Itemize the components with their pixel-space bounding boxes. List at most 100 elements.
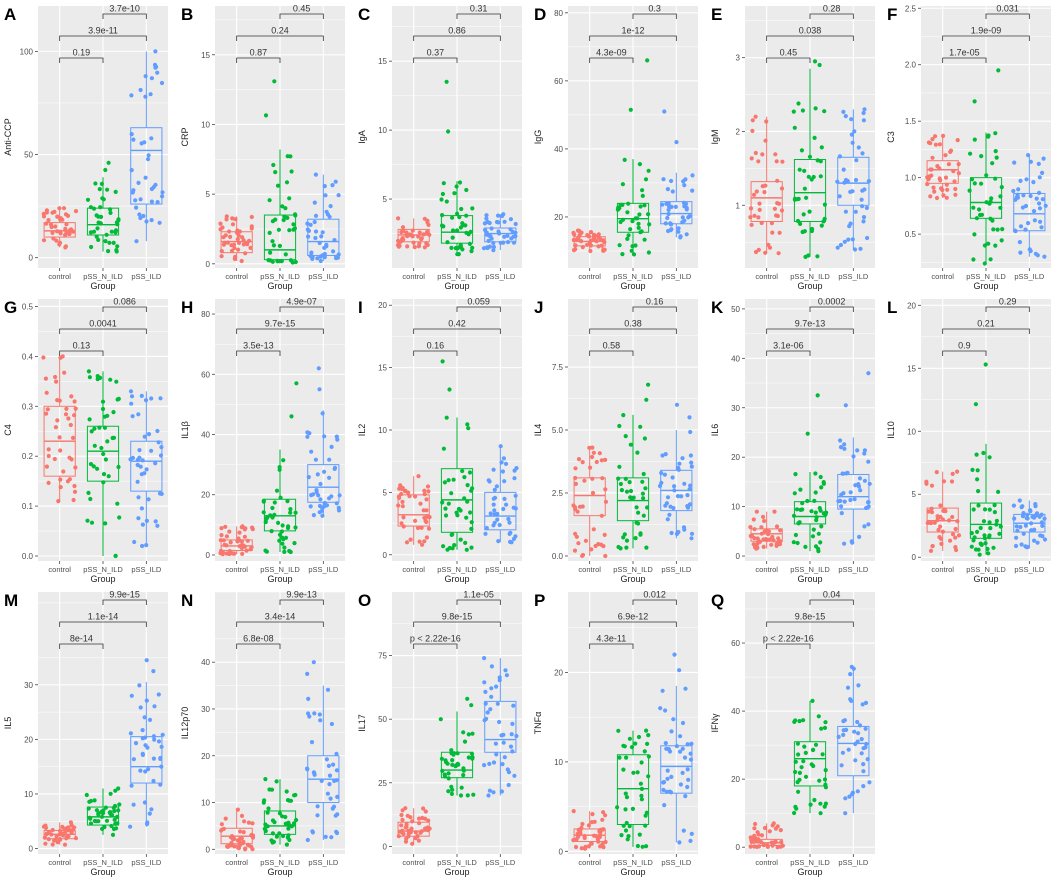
data-point — [140, 522, 145, 527]
data-point — [99, 445, 104, 451]
y-tick-label: 1 — [736, 201, 741, 210]
data-point — [63, 226, 68, 231]
y-tick-label: 20 — [731, 775, 740, 784]
data-point — [580, 821, 585, 827]
data-point — [48, 222, 54, 227]
x-tick-label: control — [402, 565, 425, 574]
data-point — [818, 174, 823, 179]
x-tick-label: control — [578, 858, 601, 867]
data-point — [860, 151, 865, 156]
data-point — [319, 778, 324, 784]
data-point — [334, 434, 339, 439]
data-point — [446, 789, 451, 794]
data-point — [861, 769, 866, 774]
data-point — [1014, 524, 1019, 529]
data-point — [767, 537, 772, 542]
y-tick-label: 30 — [201, 705, 210, 714]
x-tick-label: control — [755, 272, 778, 281]
panel-letter: E — [711, 5, 722, 24]
data-point — [463, 223, 468, 228]
x-tick-label: pSS_ILD — [838, 565, 869, 574]
box-pSS_ILD — [837, 473, 870, 510]
data-point — [129, 394, 135, 399]
data-point — [616, 544, 621, 550]
significance-bracket — [632, 306, 677, 312]
data-point — [237, 530, 242, 535]
data-point — [689, 531, 695, 536]
data-point — [976, 489, 981, 494]
data-point — [846, 747, 851, 752]
data-point — [679, 494, 684, 499]
data-point — [838, 498, 843, 503]
data-point — [930, 155, 935, 160]
data-point — [285, 525, 291, 531]
data-point — [313, 213, 319, 218]
y-tick-label: 40 — [731, 354, 740, 363]
data-point — [293, 792, 298, 798]
data-point — [763, 183, 768, 188]
data-point — [766, 529, 772, 534]
data-point — [596, 244, 601, 249]
data-point — [665, 495, 671, 500]
data-point — [497, 678, 502, 683]
data-point — [640, 193, 645, 198]
data-point — [1012, 160, 1017, 165]
data-point — [116, 786, 121, 791]
data-point — [46, 447, 51, 452]
data-point — [129, 168, 134, 173]
data-point — [452, 191, 457, 196]
data-point — [590, 812, 595, 817]
data-point — [661, 780, 667, 785]
data-point — [399, 230, 404, 235]
y-tick-label: 40 — [731, 707, 740, 716]
data-point — [576, 457, 582, 462]
data-point — [690, 173, 695, 178]
x-tick-label: pSS_ILD — [838, 272, 869, 281]
p-value-label: 1.1e-05 — [463, 590, 494, 600]
data-point — [272, 79, 277, 84]
x-tick-label: pSS_ILD — [131, 565, 162, 574]
data-point — [305, 434, 310, 439]
y-tick-label: 0 — [912, 553, 917, 562]
data-point — [305, 430, 310, 435]
data-point — [793, 769, 798, 775]
data-point — [638, 204, 643, 209]
data-point — [808, 802, 813, 807]
y-tick-label: 60 — [201, 370, 210, 379]
data-point — [142, 434, 147, 439]
data-point — [271, 243, 276, 248]
panel-letter: P — [534, 591, 545, 610]
x-tick-label: pSS_ILD — [485, 858, 516, 867]
data-point — [403, 839, 409, 844]
data-point — [500, 213, 505, 219]
data-point — [318, 497, 323, 502]
data-point — [753, 150, 758, 156]
data-point — [601, 248, 606, 253]
data-point — [574, 837, 579, 842]
data-point — [663, 741, 668, 746]
data-point — [1018, 250, 1023, 255]
y-axis-title: C4 — [3, 424, 13, 436]
data-point — [327, 773, 333, 778]
data-point — [981, 519, 987, 524]
data-point — [89, 520, 95, 525]
data-point — [137, 683, 142, 688]
data-point — [1037, 201, 1042, 206]
data-point — [54, 238, 59, 243]
data-point — [50, 210, 55, 215]
data-point — [446, 776, 451, 781]
data-point — [227, 843, 232, 848]
data-point — [776, 251, 781, 256]
data-point — [596, 235, 602, 240]
data-point — [101, 472, 107, 477]
data-point — [470, 245, 475, 250]
data-point — [330, 183, 335, 188]
data-point — [131, 802, 136, 807]
data-point — [458, 508, 463, 513]
data-point — [315, 813, 320, 818]
data-point — [812, 59, 818, 64]
data-point — [793, 532, 799, 538]
data-point — [853, 483, 858, 488]
